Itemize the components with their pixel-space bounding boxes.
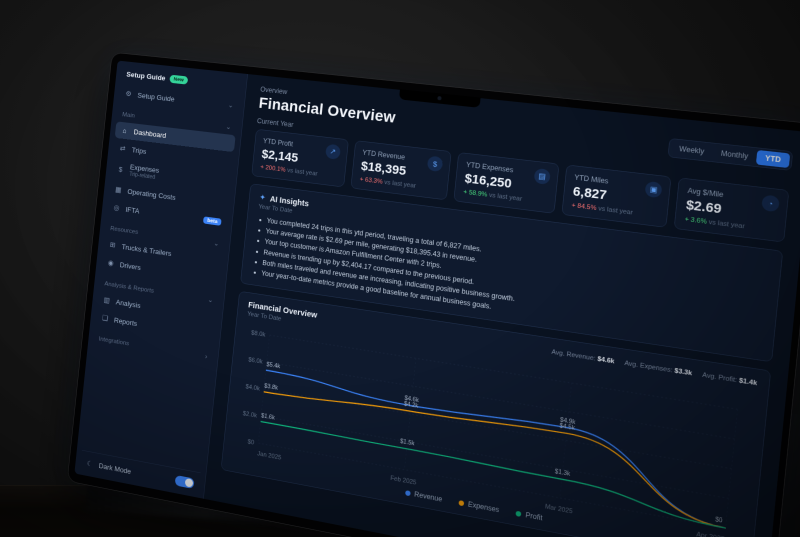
truck-icon: ⊞ [109,240,116,250]
svg-text:$5.4k: $5.4k [266,362,281,371]
kpi-card-ytd-revenue: $ YTD Revenue $18,395 + 63.3% vs last ye… [350,140,452,201]
home-icon: ⌂ [122,126,128,135]
change-value: + 200.1% [260,163,286,174]
change-value: + 63.3% [359,175,383,186]
sidebar-item-label: Drivers [119,260,142,272]
change-value: + 3.6% [684,215,708,226]
svg-text:$8.0k: $8.0k [251,330,266,339]
person-icon: ◉ [107,258,115,268]
dark-mode-row[interactable]: ☾ Dark Mode [80,449,201,492]
svg-text:Mar 2025: Mar 2025 [545,504,573,516]
expenses-dot-icon [458,499,465,507]
toggle-knob [184,478,194,488]
chevron-right-icon: › [204,352,208,361]
location-pin-icon: ◎ [113,203,120,213]
revenue-dot-icon [404,489,411,496]
gear-icon: ⚙ [125,89,132,98]
svg-text:$1.6k: $1.6k [261,413,276,422]
kpi-card-ytd-expenses: ▤ YTD Expenses $16,250 + 58.9% vs last y… [453,152,560,214]
laptop: Setup Guide New ⚙ Setup Guide ⌄ Main ⌄ ⌂ [66,52,800,537]
chevron-down-icon: ⌄ [227,101,234,110]
dollar-icon: $ [118,164,123,174]
sidebar-item-label: Reports [113,315,138,328]
workspace-name: Setup Guide [126,70,166,83]
camera-icon [437,96,442,101]
dashboard-app: Setup Guide New ⚙ Setup Guide ⌄ Main ⌄ ⌂ [74,60,800,537]
svg-text:$2.0k: $2.0k [242,411,257,420]
chevron-down-icon: ⌄ [207,295,214,305]
svg-text:$0: $0 [715,517,723,525]
kpi-card-ytd-miles: ▣ YTD Miles 6,827 + 84.5% vs last year [561,164,672,228]
svg-text:Apr 2025: Apr 2025 [696,532,725,537]
svg-text:Feb 2025: Feb 2025 [390,475,417,486]
sidebar-item-label: Dashboard [133,127,167,140]
svg-text:$3.8k: $3.8k [264,383,279,392]
section-label: Integrations [98,335,130,348]
kpi-card-avg-per-mile: ◔ Avg $/Mile $2.69 + 3.6% vs last year [674,177,790,243]
chevron-down-icon: ⌄ [213,239,220,248]
calculator-icon: ▦ [114,185,122,195]
document-icon: ❏ [101,313,109,323]
tab-monthly[interactable]: Monthly [720,149,749,161]
sidebar-item-label: Analysis [115,297,141,310]
tab-weekly[interactable]: Weekly [678,144,705,156]
section-label: Resources [109,225,139,236]
svg-text:$0: $0 [247,439,254,447]
change-value: + 84.5% [571,201,597,212]
sidebar-item-label: Operating Costs [127,187,176,202]
new-badge: New [169,74,189,85]
svg-text:$6.0k: $6.0k [248,357,263,366]
main-content: Overview Financial Overview Weekly Month… [204,74,800,537]
sidebar-item-label: Trucks & Trailers [121,242,172,258]
tab-ytd[interactable]: YTD [755,149,791,169]
svg-text:Jan 2025: Jan 2025 [257,451,282,462]
chevron-down-icon: ⌄ [225,122,232,131]
sidebar-item-label: IFTA [125,205,140,216]
svg-text:$1.5k: $1.5k [400,439,415,448]
profit-dot-icon [515,510,522,517]
route-icon: ⇄ [119,143,126,153]
dark-mode-toggle[interactable] [174,475,195,489]
bar-chart-icon: ▥ [103,295,111,305]
change-value: + 58.9% [463,188,488,199]
section-label: Main [121,111,136,120]
sidebar-item-label: Trips [131,145,147,156]
sparkle-icon: ✦ [259,192,267,202]
moon-icon: ☾ [86,458,94,468]
dark-mode-label: Dark Mode [98,461,132,476]
sidebar-item-label: Setup Guide [137,90,175,103]
kpi-card-ytd-profit: ↗ YTD Profit $2,145 + 200.1% vs last yea… [251,128,349,188]
laptop-bezel: Setup Guide New ⚙ Setup Guide ⌄ Main ⌄ ⌂ [66,52,800,537]
beta-badge: beta [203,216,222,226]
svg-text:$4.0k: $4.0k [245,384,260,393]
